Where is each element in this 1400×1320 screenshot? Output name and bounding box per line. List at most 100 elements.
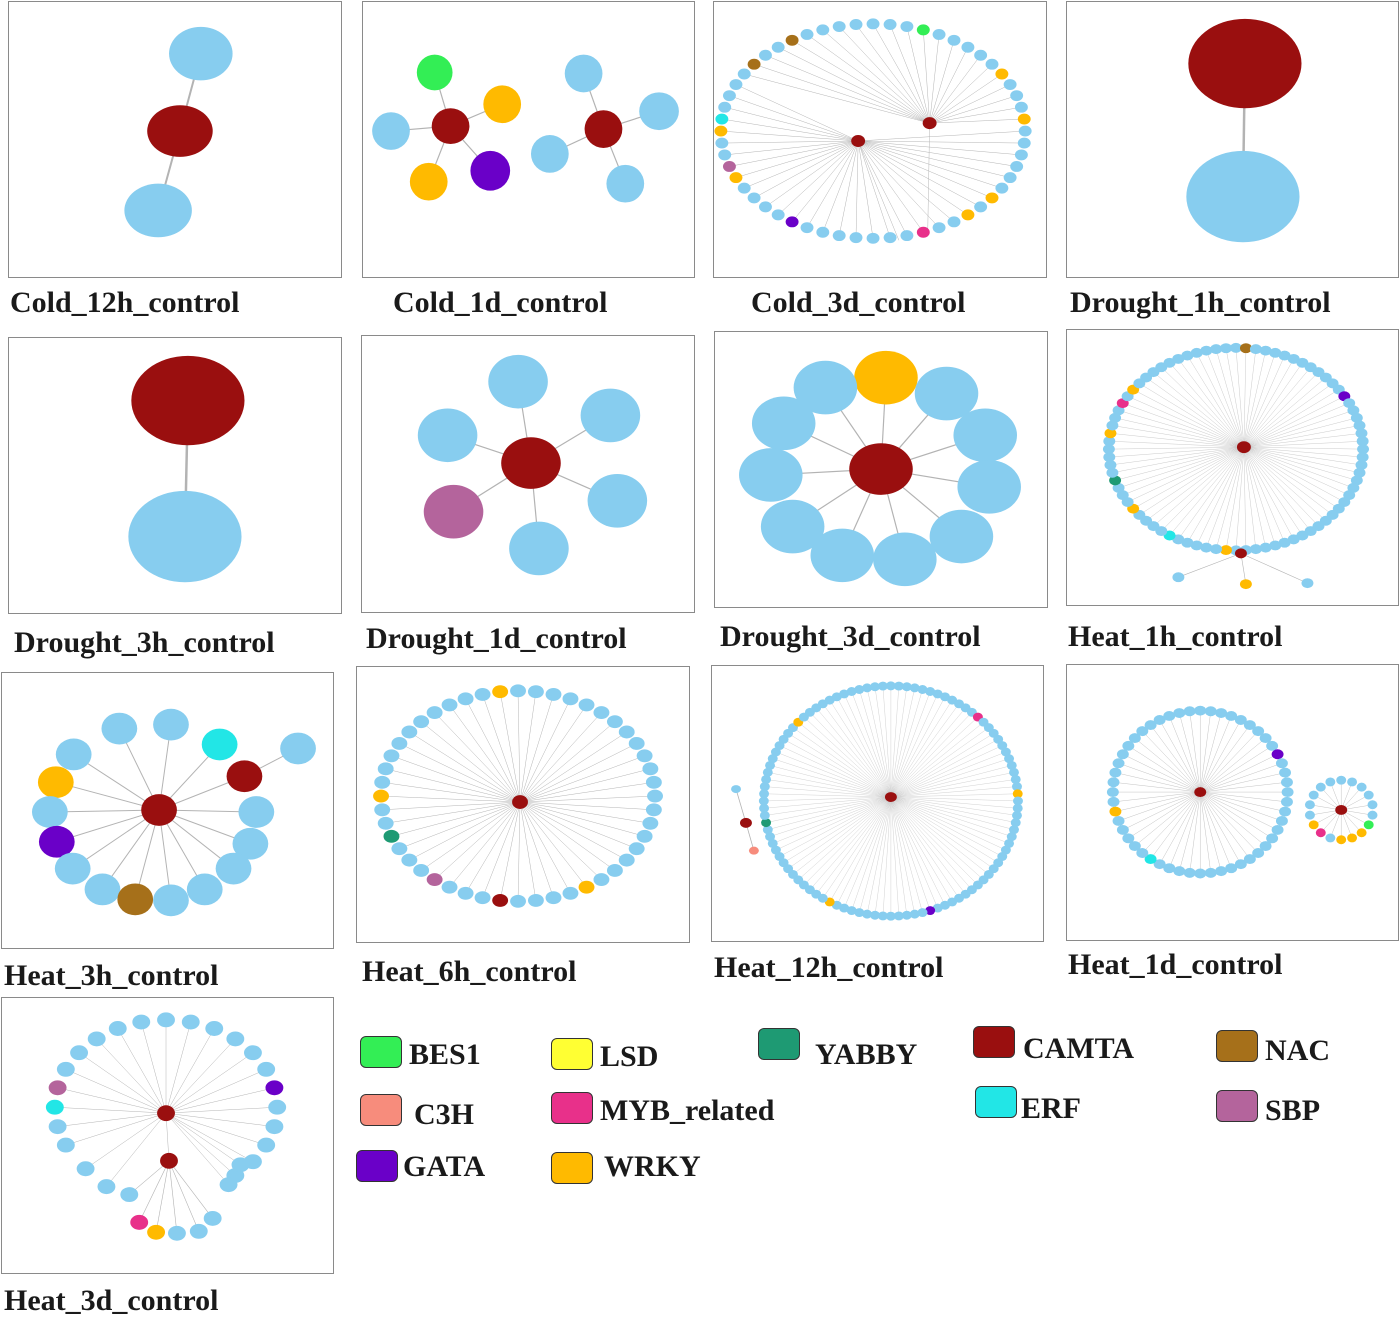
network-edge: [1134, 791, 1201, 847]
network-edge: [499, 801, 521, 901]
node-bes1: [1363, 820, 1374, 830]
network-edge: [1196, 447, 1245, 546]
network-edge: [890, 796, 1018, 809]
network-edge: [809, 712, 892, 798]
network-edge: [890, 727, 989, 798]
node-other: [1183, 867, 1196, 878]
node-other: [1281, 777, 1293, 788]
network-edge: [1122, 446, 1244, 496]
node-wrky: [1308, 820, 1319, 830]
network-edge: [1118, 410, 1244, 448]
node-other: [244, 1045, 262, 1061]
network-edge: [744, 140, 859, 189]
network-edge: [857, 140, 900, 241]
legend-swatch-erf: [975, 1086, 1017, 1118]
node-other: [1109, 767, 1122, 778]
node-other: [153, 884, 189, 917]
network-edge: [855, 24, 930, 124]
network-edge: [1243, 410, 1354, 448]
node-other: [932, 28, 946, 40]
network-edge: [764, 793, 891, 798]
node-other: [587, 474, 648, 528]
network-edge: [519, 721, 616, 803]
node-other: [1012, 810, 1022, 820]
node-other: [767, 838, 778, 848]
network-edge: [519, 801, 651, 824]
network-cold-1d: [372, 54, 679, 203]
node-other: [1357, 444, 1370, 455]
node-other: [628, 736, 645, 750]
node-other: [762, 825, 773, 835]
node-other: [759, 49, 772, 61]
node-other: [1172, 353, 1185, 364]
node-yabby: [761, 818, 772, 828]
node-other: [1252, 848, 1265, 858]
node-wrky: [578, 880, 595, 894]
network-edge: [822, 140, 859, 233]
network-edge: [890, 796, 989, 875]
network-edge: [381, 795, 521, 803]
network-edge: [1215, 447, 1245, 550]
node-wrky: [995, 68, 1009, 80]
node-sbp: [48, 1080, 67, 1096]
node-other: [377, 816, 394, 830]
network-edge: [1200, 791, 1286, 812]
node-other: [849, 232, 863, 244]
network-edge: [165, 1021, 191, 1114]
network-edge: [1169, 447, 1245, 536]
network-edge: [1200, 791, 1242, 865]
network-edge: [890, 686, 907, 798]
network-edge: [859, 689, 892, 798]
network-edge: [1115, 772, 1201, 793]
network-edge: [778, 47, 930, 124]
legend-swatch-myb-related: [551, 1092, 593, 1124]
node-other: [1210, 344, 1223, 355]
network-edge: [106, 1113, 167, 1187]
node-camta: [1335, 804, 1348, 815]
network-edge: [1200, 737, 1266, 793]
network-edge: [1243, 403, 1350, 448]
node-other: [580, 388, 641, 443]
network-edge: [1240, 553, 1308, 584]
node-other: [932, 903, 943, 913]
network-edge: [772, 796, 891, 844]
node-other: [457, 886, 474, 900]
network-edge: [1169, 715, 1201, 793]
node-other: [1128, 733, 1141, 744]
network-edge: [421, 801, 521, 871]
node-other: [1144, 720, 1157, 731]
network-heat-3d: [45, 1012, 287, 1241]
node-other: [1106, 467, 1119, 478]
caption-heat-3h: Heat_3h_control: [4, 959, 219, 992]
network-edge: [1243, 350, 1266, 448]
network-edge: [890, 716, 978, 798]
panel-heat-1d: [1066, 664, 1399, 941]
node-wrky: [729, 172, 743, 184]
node-other: [1107, 796, 1120, 807]
node-other: [1163, 357, 1176, 368]
network-edge: [890, 733, 994, 798]
network-edge: [1127, 446, 1244, 503]
node-other: [186, 873, 223, 906]
network-edge: [1179, 792, 1201, 872]
node-camta: [226, 760, 263, 793]
network-edge: [117, 1028, 167, 1114]
network-edge: [1128, 745, 1201, 793]
network-edge: [858, 140, 981, 208]
node-other: [862, 909, 873, 919]
node-other: [759, 803, 770, 813]
network-edge: [57, 1112, 167, 1127]
network-edge: [724, 140, 859, 156]
network-heat-3h: [31, 708, 316, 917]
network-edge: [1200, 791, 1259, 854]
network-edge: [890, 693, 938, 798]
network-edge: [517, 690, 521, 803]
node-wrky: [1109, 806, 1122, 817]
node-myb-related: [1315, 828, 1326, 838]
node-other: [1350, 475, 1363, 486]
node-other: [862, 683, 873, 693]
node-other: [1112, 482, 1125, 493]
network-edge: [1113, 782, 1201, 793]
network-edge: [843, 693, 892, 798]
node-other: [985, 58, 999, 70]
